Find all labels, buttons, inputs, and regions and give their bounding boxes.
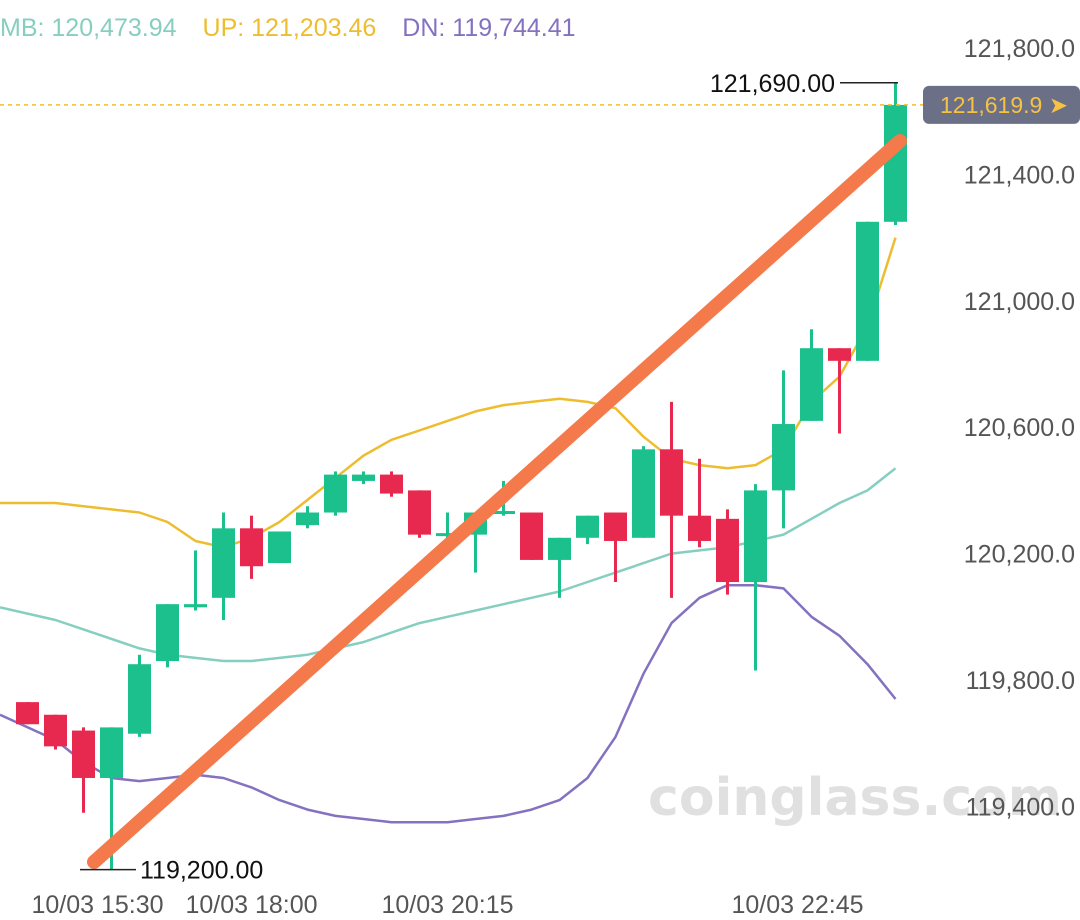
x-tick-label: 10/03 18:00: [185, 891, 317, 919]
candle-body: [688, 515, 711, 541]
candle-body: [44, 714, 67, 747]
candle-body: [884, 104, 907, 222]
price-tag-label: 121,619.9 ➤: [940, 92, 1068, 118]
candle-body: [128, 664, 151, 734]
candle-body: [212, 528, 235, 598]
candle-body: [380, 474, 403, 494]
legend-mb: MB: 120,473.94: [0, 14, 177, 42]
lower-band-line: [0, 583, 897, 824]
candle-body: [520, 512, 543, 560]
candle-body: [548, 537, 571, 560]
y-tick-label: 121,000.0: [964, 288, 1075, 316]
candle-body: [436, 533, 459, 537]
candle-body: [240, 528, 263, 567]
legend-up: UP: 121,203.46: [202, 14, 377, 42]
candles: [16, 82, 907, 870]
y-tick-label: 121,800.0: [964, 35, 1075, 63]
candle-body: [856, 221, 879, 361]
low-label: 119,200.00: [140, 857, 263, 885]
x-tick-label: 10/03 15:30: [31, 891, 163, 919]
y-tick-label: 121,400.0: [964, 161, 1075, 189]
candle-body: [156, 604, 179, 662]
indicator-legend: MB: 120,473.94 UP: 121,203.46 DN: 119,744.…: [0, 14, 602, 43]
candle-body: [72, 730, 95, 778]
candle-body: [660, 449, 683, 516]
candle-body: [828, 348, 851, 361]
high-marker: 121,690.00: [710, 70, 898, 98]
price-tag-bg: [923, 85, 1080, 124]
x-tick-label: 10/03 20:15: [381, 891, 513, 919]
y-tick-label: 119,400.0: [966, 793, 1075, 821]
candle-body: [800, 348, 823, 421]
y-tick-label: 120,600.0: [964, 414, 1075, 442]
y-tick-label: 119,800.0: [966, 667, 1075, 695]
trend-line: [87, 134, 907, 869]
y-axis: 121,800.0 121,400.0 121,000.0 120,600.0 120,…: [964, 35, 1075, 821]
candle-body: [352, 474, 375, 481]
x-tick-label: 10/03 22:45: [731, 891, 863, 919]
legend-dn: DN: 119,744.41: [402, 14, 576, 42]
high-label: 121,690.00: [710, 70, 835, 98]
candle-body: [268, 531, 291, 564]
candle-body: [576, 515, 599, 538]
candle-body: [16, 702, 39, 725]
candle-body: [604, 512, 627, 541]
price-tag: 121,619.9 ➤: [923, 85, 1080, 124]
candle-body: [184, 604, 207, 608]
candle-body: [744, 490, 767, 583]
candle-body: [408, 490, 431, 535]
candle-body: [772, 424, 795, 491]
candle-body: [492, 511, 515, 515]
candle-body: [296, 512, 319, 526]
candle-body: [100, 727, 123, 778]
x-axis: 10/03 15:30 10/03 18:00 10/03 20:15 10/03 2…: [31, 891, 863, 919]
watermark: coinglass.com: [648, 768, 1062, 828]
low-marker: 119,200.00: [80, 857, 263, 885]
candle-body: [324, 474, 347, 513]
candle-body: [632, 449, 655, 538]
y-tick-label: 120,200.0: [964, 541, 1075, 569]
upper-band-line: [0, 237, 897, 549]
candle-body: [716, 518, 739, 583]
